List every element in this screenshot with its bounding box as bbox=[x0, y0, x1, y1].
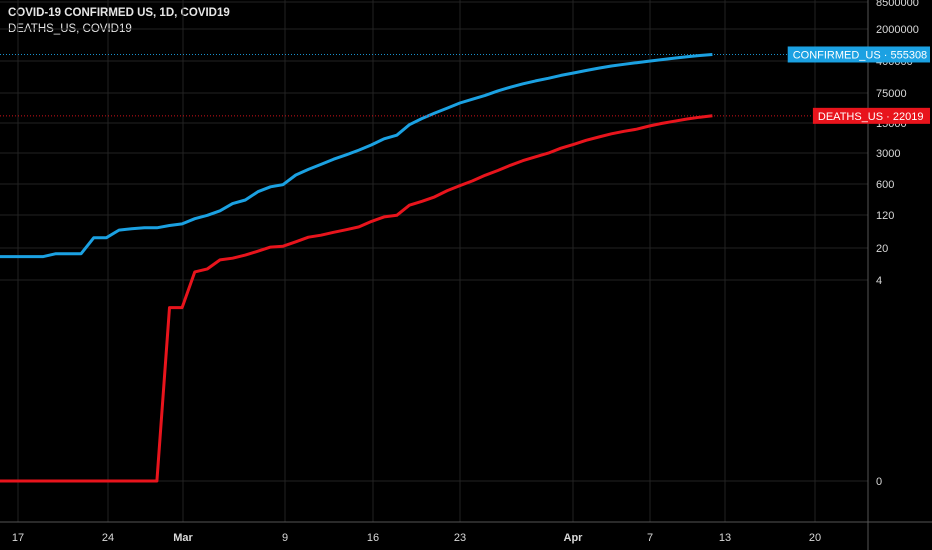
y-tick-label: 0 bbox=[876, 476, 882, 488]
y-axis: 8500000200000040000075000150003000600120… bbox=[876, 0, 919, 488]
x-tick-label: 13 bbox=[719, 532, 731, 544]
y-tick-label: 8500000 bbox=[876, 0, 919, 9]
series-line-deaths-us[interactable] bbox=[0, 114, 713, 483]
last-value-badge-text: CONFIRMED_US · 555308 bbox=[793, 49, 928, 61]
x-tick-label: 20 bbox=[809, 532, 821, 544]
x-tick-label: 7 bbox=[647, 532, 653, 544]
x-tick-label: 16 bbox=[367, 532, 379, 544]
y-tick-label: 120 bbox=[876, 210, 894, 222]
y-tick-label: 20 bbox=[876, 243, 888, 255]
last-value-badges: CONFIRMED_US · 555308 DEATHS_US · 22019 bbox=[787, 46, 930, 124]
y-tick-label: 2000000 bbox=[876, 24, 919, 36]
y-tick-label: 3000 bbox=[876, 148, 900, 160]
x-tick-label: 23 bbox=[454, 532, 466, 544]
last-value-badge-text: DEATHS_US · 22019 bbox=[818, 111, 924, 123]
y-tick-label: 75000 bbox=[876, 88, 907, 100]
y-tick-label: 4 bbox=[876, 275, 882, 287]
x-tick-label: Apr bbox=[564, 532, 584, 544]
x-tick-label: 9 bbox=[282, 532, 288, 544]
x-tick-label: 24 bbox=[102, 532, 114, 544]
chart-title: COVID-19 CONFIRMED US, 1D, COVID19 bbox=[8, 7, 230, 19]
last-value-badge bbox=[787, 46, 930, 63]
x-axis: 17 24 Mar 9 16 23 Apr 7 13 20 bbox=[12, 532, 821, 544]
y-tick-label: 600 bbox=[876, 179, 894, 191]
series-line-confirmed-us[interactable] bbox=[0, 53, 713, 259]
x-tick-label: Mar bbox=[173, 532, 193, 544]
x-tick-label: 17 bbox=[12, 532, 24, 544]
series-group[interactable] bbox=[0, 53, 868, 483]
last-value-badge bbox=[812, 107, 930, 124]
